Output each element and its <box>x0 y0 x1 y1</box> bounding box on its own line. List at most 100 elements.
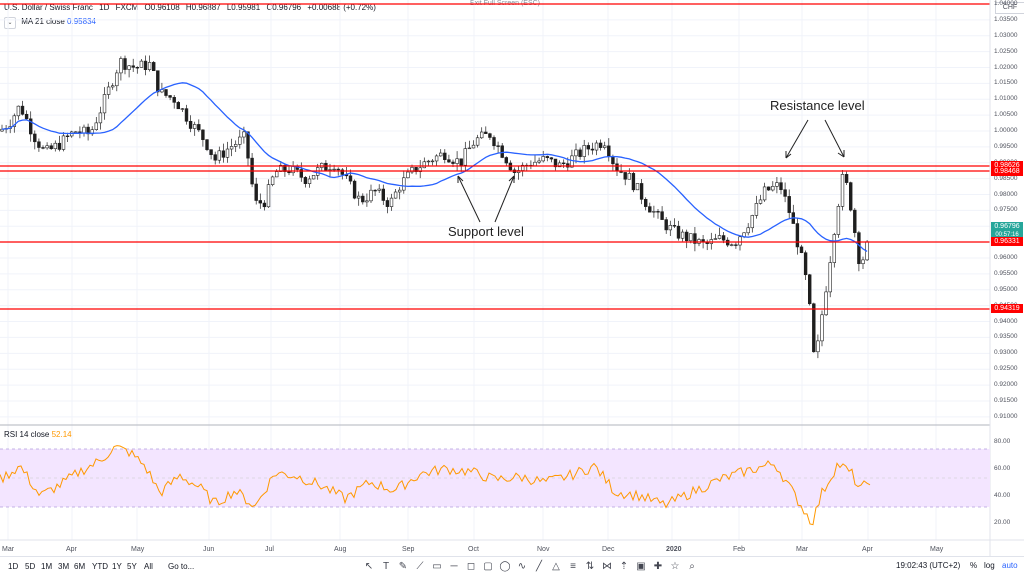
timeframe-button[interactable]: 5D <box>25 562 36 571</box>
candle-up <box>582 145 586 157</box>
resistance-annotation: Resistance level <box>770 98 865 113</box>
candle-up <box>434 155 439 162</box>
timeframe-button[interactable]: YTD <box>92 562 108 571</box>
rectangle-icon[interactable]: ▭ <box>432 561 442 572</box>
timeframe-button[interactable]: All <box>144 562 153 571</box>
candle-up <box>377 188 381 191</box>
candle-up <box>94 122 99 131</box>
candle-down <box>676 225 681 239</box>
candle-up <box>738 236 742 246</box>
candle-up <box>238 136 242 145</box>
pattern-icon[interactable]: ⋈ <box>602 561 612 572</box>
candle-up <box>771 186 775 191</box>
candle-up <box>426 160 431 163</box>
candle-down <box>135 67 139 69</box>
comment-icon[interactable]: ▢ <box>483 561 493 572</box>
timeframe-button[interactable]: 3M <box>58 562 70 571</box>
candle-down <box>795 223 800 248</box>
candle-down <box>443 152 447 160</box>
candle-down <box>209 149 213 155</box>
candle-up <box>356 195 361 199</box>
candle-up <box>438 152 443 157</box>
candle-up <box>111 85 115 88</box>
candle-down <box>352 180 357 199</box>
price-axis-tick: 1.03500 <box>994 15 1018 23</box>
trend-line-icon[interactable]: ╱ <box>535 561 543 572</box>
triangle-icon[interactable]: △ <box>552 561 560 572</box>
symbol-name[interactable]: U.S. Dollar / Swiss Franc <box>4 3 93 12</box>
candle-down <box>37 141 41 148</box>
candle-up <box>193 124 197 129</box>
ma-label[interactable]: MA 21 close <box>21 17 65 26</box>
candle-down <box>844 174 849 183</box>
candle-up <box>147 62 152 70</box>
candle-up <box>680 231 685 239</box>
image-icon[interactable]: ▣ <box>636 561 646 572</box>
long-position-icon[interactable]: ⇅ <box>585 561 595 572</box>
candle-up <box>816 340 820 353</box>
candle-down <box>648 206 652 213</box>
candle-up <box>750 215 755 229</box>
open-value: O0.96108 <box>144 3 180 12</box>
collapse-chevron-icon[interactable]: ⌄ <box>4 17 16 29</box>
pen-icon[interactable]: ⟋ <box>416 561 424 572</box>
candle-up <box>471 144 476 149</box>
timeframe-button[interactable]: 5Y <box>127 562 137 571</box>
time-axis-label: Feb <box>733 546 746 553</box>
candle-down <box>164 89 168 96</box>
candle-up <box>98 112 103 124</box>
timeframe-button[interactable]: 1Y <box>112 562 122 571</box>
candle-down <box>152 62 156 72</box>
crosshair-icon[interactable]: ✚ <box>653 561 663 572</box>
star-icon[interactable]: ☆ <box>670 561 680 572</box>
candle-up <box>455 158 459 164</box>
candle-up <box>229 146 234 150</box>
timeframe-button[interactable]: 1M <box>41 562 53 571</box>
time-axis-label: Sep <box>402 546 415 553</box>
candle-down <box>33 133 37 143</box>
candle-up <box>332 168 336 171</box>
support-annotation: Support level <box>448 224 524 239</box>
horizontal-line-icon[interactable]: ─ <box>450 561 458 572</box>
price-axis-tick: 0.98000 <box>994 190 1018 198</box>
price-axis-tick: 0.93000 <box>994 349 1018 357</box>
candle-up <box>627 173 632 180</box>
auto-button[interactable]: auto <box>1002 561 1018 570</box>
zoom-icon[interactable]: ⌕ <box>689 561 695 572</box>
candle-up <box>328 169 332 171</box>
support-price-label: 0.96331 <box>991 237 1023 246</box>
clock[interactable]: 19:02:43 (UTC+2) <box>896 561 961 570</box>
candle-up <box>127 65 131 70</box>
rsi-label[interactable]: RSI 14 close <box>4 430 50 439</box>
candle-up <box>537 160 541 163</box>
brush-icon[interactable]: ✎ <box>398 561 408 572</box>
candle-down <box>205 139 209 150</box>
text-icon[interactable]: T <box>382 561 390 572</box>
candle-down <box>287 171 291 174</box>
rsi-value: 52.14 <box>51 430 72 439</box>
time-axis-label: May <box>930 546 944 553</box>
price-axis-tick: 0.95500 <box>994 269 1018 277</box>
timeframe-button[interactable]: 1D <box>8 562 19 571</box>
price-chart[interactable] <box>0 0 1024 556</box>
candle-down <box>451 161 455 164</box>
candle-down <box>549 157 554 160</box>
log-button[interactable]: log <box>984 561 995 570</box>
rsi-axis-tick: 60.00 <box>994 464 1011 472</box>
candle-down <box>340 169 344 175</box>
percent-button[interactable]: % <box>970 561 978 570</box>
candle-up <box>53 142 58 150</box>
fib-icon[interactable]: ≡ <box>570 561 576 572</box>
callout-icon[interactable]: ◻ <box>466 561 476 572</box>
ellipse-icon[interactable]: ◯ <box>499 561 511 572</box>
currency-button[interactable]: CHF <box>995 2 1024 14</box>
curve-icon[interactable]: ∿ <box>517 561 527 572</box>
cursor-icon[interactable]: ↖ <box>364 561 374 572</box>
goto-button[interactable]: Go to... <box>168 562 195 571</box>
candle-up <box>635 183 640 191</box>
time-axis-label: May <box>131 546 145 553</box>
forecast-icon[interactable]: ⇡ <box>619 561 629 572</box>
timeframe-button[interactable]: 6M <box>74 562 86 571</box>
candle-down <box>779 182 783 191</box>
price-axis-tick: 1.00000 <box>994 127 1018 135</box>
